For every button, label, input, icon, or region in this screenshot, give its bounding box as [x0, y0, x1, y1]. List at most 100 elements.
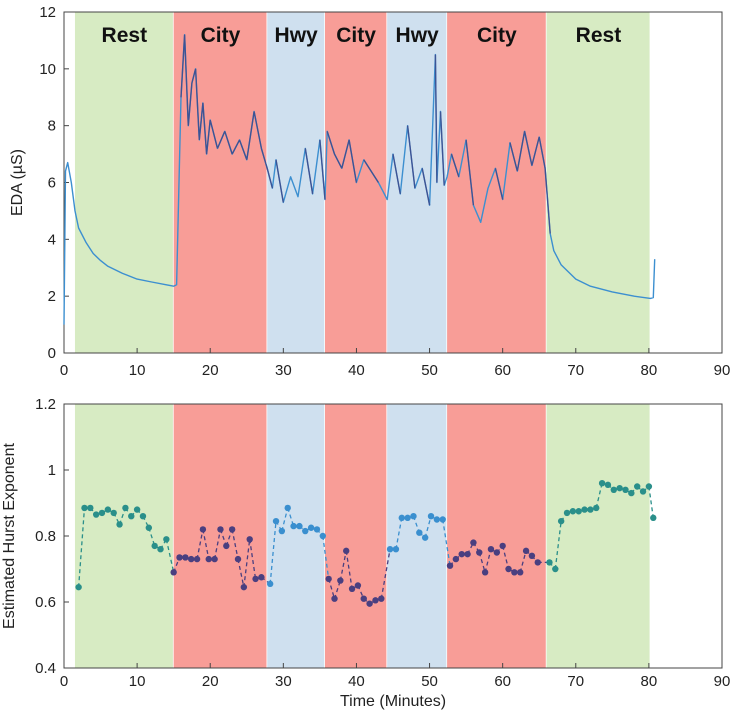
hurst-point [598, 480, 606, 487]
segment-rest-6 [546, 12, 651, 353]
hurst-point [205, 555, 212, 563]
hurst-series-segment [424, 516, 432, 538]
hurst-point [331, 595, 338, 602]
x-tick-label: 0 [60, 362, 68, 379]
hurst-point [534, 559, 541, 566]
y-tick-label: 1.2 [35, 396, 56, 413]
segment-label-hwy: Hwy [275, 24, 319, 47]
y-tick-label: 0 [48, 345, 56, 362]
hurst-point [563, 509, 571, 517]
hurst-point [145, 524, 153, 531]
hurst-point [639, 488, 647, 495]
segment-label-hwy: Hwy [396, 24, 440, 47]
hurst-series-segment [269, 521, 277, 584]
hurst-series-segment [281, 507, 289, 532]
hurst-point [302, 527, 309, 535]
hurst-point [284, 504, 291, 512]
hurst-point [313, 526, 321, 533]
x-tick-label: 20 [202, 362, 219, 379]
hurst-point [182, 554, 189, 561]
hurst-point [87, 504, 94, 512]
hurst-series-segment [519, 550, 527, 573]
hurst-point [398, 514, 405, 522]
segment-hwy-4 [387, 404, 448, 668]
hurst-point [616, 484, 623, 492]
x-tick-label: 90 [714, 362, 731, 379]
eda-series-line-dense [180, 34, 551, 234]
hurst-point [217, 526, 224, 533]
hurst-series-segment [322, 535, 330, 579]
hurst-point [354, 582, 362, 589]
hurst-point [272, 517, 280, 525]
y-tick-label: 1 [48, 462, 56, 479]
hurst-point [416, 529, 423, 536]
y-axis-label: Estimated Hurst Exponent [1, 443, 18, 629]
hurst-point [650, 514, 657, 522]
hurst-point [511, 569, 518, 576]
hurst-point [446, 562, 454, 569]
hurst-point [628, 489, 635, 497]
hurst-point [464, 550, 471, 558]
hurst-point [458, 550, 465, 558]
x-tick-label: 10 [129, 362, 146, 379]
hurst-point [234, 555, 242, 563]
hurst-point [128, 513, 135, 520]
hurst-point [110, 509, 117, 517]
hurst-point [604, 481, 612, 489]
hurst-point [366, 600, 373, 607]
hurst-chart: 0 10 20 30 40 50 60 70 80 90 0.4 0.6 0.8 1 1.2 Estimate… [1, 396, 730, 710]
x-tick-label: 10 [129, 673, 146, 690]
hurst-point [552, 565, 559, 573]
hurst-series-segment [243, 539, 251, 588]
hurst-point [188, 555, 195, 563]
hurst-series-segment [196, 529, 204, 560]
hurst-series-segment [231, 529, 239, 560]
hurst-point [505, 565, 512, 573]
hurst-point [546, 559, 553, 566]
hurst-point [392, 546, 400, 553]
y-tick-label: 10 [39, 61, 56, 78]
hurst-point [319, 532, 327, 540]
hurst-point [470, 539, 477, 546]
hurst-point [325, 575, 332, 583]
hurst-series-segment [380, 549, 391, 599]
hurst-point [139, 513, 147, 520]
segment-city-3 [325, 404, 388, 668]
y-tick-label: 12 [39, 4, 56, 21]
x-tick-label: 50 [421, 673, 438, 690]
hurst-series-segment [478, 552, 486, 573]
y-tick-label: 0.4 [35, 660, 56, 677]
hurst-point [240, 583, 248, 591]
hurst-point [522, 547, 530, 555]
hurst-point [433, 516, 441, 523]
hurst-point [258, 574, 265, 581]
hurst-point [610, 486, 617, 493]
hurst-point [378, 595, 385, 602]
segment-label-city: City [477, 24, 517, 47]
hurst-point [528, 552, 536, 559]
segment-hwy-2 [267, 404, 326, 668]
segment-label-city: City [201, 24, 241, 47]
segment-label-rest: Rest [576, 24, 622, 47]
hurst-series-segment [77, 507, 86, 588]
hurst-point [223, 542, 230, 550]
x-tick-label: 60 [494, 362, 511, 379]
hurst-point [266, 580, 274, 588]
hurst-point [278, 527, 286, 535]
hurst-point [337, 577, 344, 584]
hurst-point [98, 509, 106, 517]
hurst-point [252, 575, 259, 583]
hurst-point [122, 504, 129, 512]
y-tick-label: 6 [48, 175, 56, 192]
segment-rest-0 [74, 12, 174, 353]
hurst-point [151, 542, 158, 550]
hurst-point [622, 486, 629, 493]
hurst-series-segment [339, 550, 347, 581]
hurst-point [410, 513, 417, 520]
hurst-point [157, 546, 164, 553]
hurst-point [199, 526, 207, 533]
x-tick-label: 40 [348, 362, 365, 379]
x-tick-label: 30 [275, 673, 292, 690]
